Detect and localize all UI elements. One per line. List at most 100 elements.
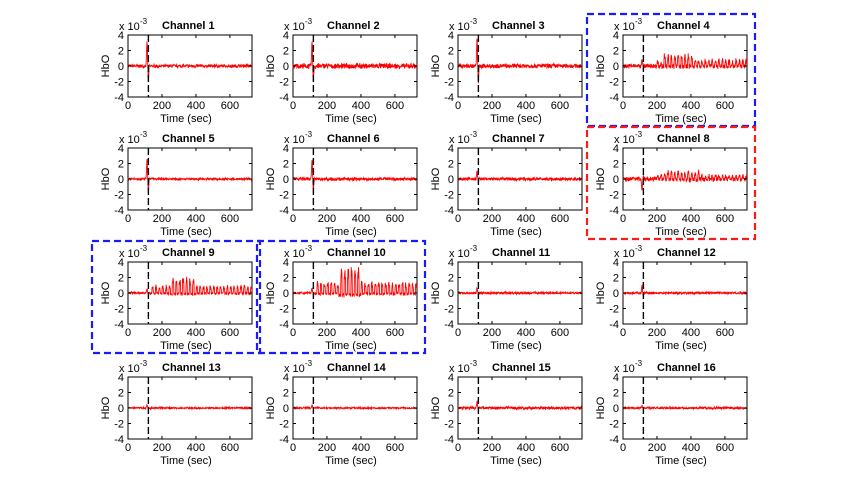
y-tick-label: -4 <box>444 434 454 446</box>
x-tick-label: 600 <box>716 442 734 454</box>
y-tick-label: 4 <box>448 372 454 384</box>
x-tick-label: 400 <box>682 213 700 225</box>
x-axis-label: Time (sec) <box>325 113 377 125</box>
y-tick-label: 2 <box>613 273 619 285</box>
x-tick-label: 0 <box>620 442 626 454</box>
x-tick-label: 0 <box>125 442 131 454</box>
y-scale-exponent: -3 <box>305 130 313 139</box>
y-axis-label: HbO <box>430 167 442 190</box>
y-scale-exponent: -3 <box>140 17 148 26</box>
y-scale-exponent: -3 <box>140 244 148 253</box>
y-tick-label: -4 <box>279 319 289 331</box>
x-tick-label: 600 <box>551 213 569 225</box>
x-axis-label: Time (sec) <box>160 455 212 467</box>
hbo-signal-line <box>622 169 748 191</box>
y-axis-label: HbO <box>265 281 277 304</box>
y-tick-label: 4 <box>448 143 454 155</box>
x-tick-label: 400 <box>517 100 535 112</box>
x-tick-label: 400 <box>682 442 700 454</box>
y-tick-label: -4 <box>609 92 619 104</box>
y-tick-label: 0 <box>283 403 289 415</box>
x-tick-label: 400 <box>517 327 535 339</box>
highlight-box-blue <box>90 239 262 355</box>
x-axis-label: Time (sec) <box>655 226 707 238</box>
y-tick-label: 4 <box>613 143 619 155</box>
x-tick-label: 0 <box>620 213 626 225</box>
subplot-title: Channel 12 <box>657 247 716 259</box>
x-tick-label: 400 <box>352 442 370 454</box>
y-scale-label: x 10 <box>284 21 305 33</box>
x-tick-label: 600 <box>716 213 734 225</box>
x-tick-label: 200 <box>153 327 171 339</box>
y-tick-label: 0 <box>448 288 454 300</box>
y-tick-label: 0 <box>283 288 289 300</box>
x-tick-label: 600 <box>221 442 239 454</box>
y-scale-exponent: -3 <box>470 17 478 26</box>
y-tick-label: 2 <box>448 46 454 58</box>
y-scale-label: x 10 <box>614 248 635 260</box>
x-tick-label: 200 <box>153 213 171 225</box>
x-tick-label: 600 <box>221 213 239 225</box>
highlight-box-blue <box>255 239 427 355</box>
y-tick-label: 4 <box>613 257 619 269</box>
y-tick-label: -4 <box>444 319 454 331</box>
y-tick-label: -4 <box>114 92 124 104</box>
y-tick-label: -2 <box>279 419 289 431</box>
x-tick-label: 600 <box>386 100 404 112</box>
subplot-title: Channel 11 <box>492 247 550 259</box>
y-tick-label: 2 <box>613 159 619 171</box>
y-tick-label: 0 <box>613 174 619 186</box>
x-tick-label: 200 <box>648 442 666 454</box>
subplot-title: Channel 10 <box>327 247 386 259</box>
y-scale-label: x 10 <box>449 363 470 375</box>
y-tick-label: 0 <box>613 61 619 73</box>
subplot-title: Channel 13 <box>162 362 221 374</box>
y-tick-label: -2 <box>114 419 124 431</box>
y-tick-label: -2 <box>279 190 289 202</box>
y-axis-label: HbO <box>595 396 607 419</box>
y-axis-label: HbO <box>100 281 112 304</box>
y-scale-label: x 10 <box>284 248 305 260</box>
subplot-title: Channel 9 <box>162 247 215 259</box>
x-tick-label: 0 <box>455 100 461 112</box>
y-scale-exponent: -3 <box>305 359 313 368</box>
x-axis-label: Time (sec) <box>490 455 542 467</box>
y-tick-label: -2 <box>114 190 124 202</box>
subplot-title: Channel 3 <box>492 20 545 32</box>
x-tick-label: 200 <box>318 213 336 225</box>
x-tick-label: 400 <box>352 213 370 225</box>
y-scale-label: x 10 <box>284 134 305 146</box>
subplot-title: Channel 1 <box>162 20 215 32</box>
plot-area <box>622 147 748 211</box>
y-scale-exponent: -3 <box>305 244 313 253</box>
y-tick-label: -2 <box>279 77 289 89</box>
y-scale-label: x 10 <box>284 363 305 375</box>
x-axis-label: Time (sec) <box>490 113 542 125</box>
x-tick-label: 0 <box>290 100 296 112</box>
y-scale-label: x 10 <box>119 248 140 260</box>
y-tick-label: 0 <box>613 288 619 300</box>
x-tick-label: 600 <box>716 327 734 339</box>
x-tick-label: 0 <box>290 213 296 225</box>
y-tick-label: 4 <box>613 30 619 42</box>
x-tick-label: 200 <box>483 442 501 454</box>
y-tick-label: 4 <box>118 257 124 269</box>
y-tick-label: 2 <box>448 273 454 285</box>
y-tick-label: -4 <box>279 205 289 217</box>
x-tick-label: 200 <box>318 327 336 339</box>
x-tick-label: 0 <box>455 327 461 339</box>
y-scale-exponent: -3 <box>140 130 148 139</box>
y-tick-label: 2 <box>283 388 289 400</box>
x-tick-label: 0 <box>125 100 131 112</box>
subplot-title: Channel 5 <box>162 133 215 145</box>
y-tick-label: 4 <box>118 30 124 42</box>
y-tick-label: -4 <box>609 205 619 217</box>
y-tick-label: -2 <box>609 304 619 316</box>
x-tick-label: 400 <box>517 213 535 225</box>
